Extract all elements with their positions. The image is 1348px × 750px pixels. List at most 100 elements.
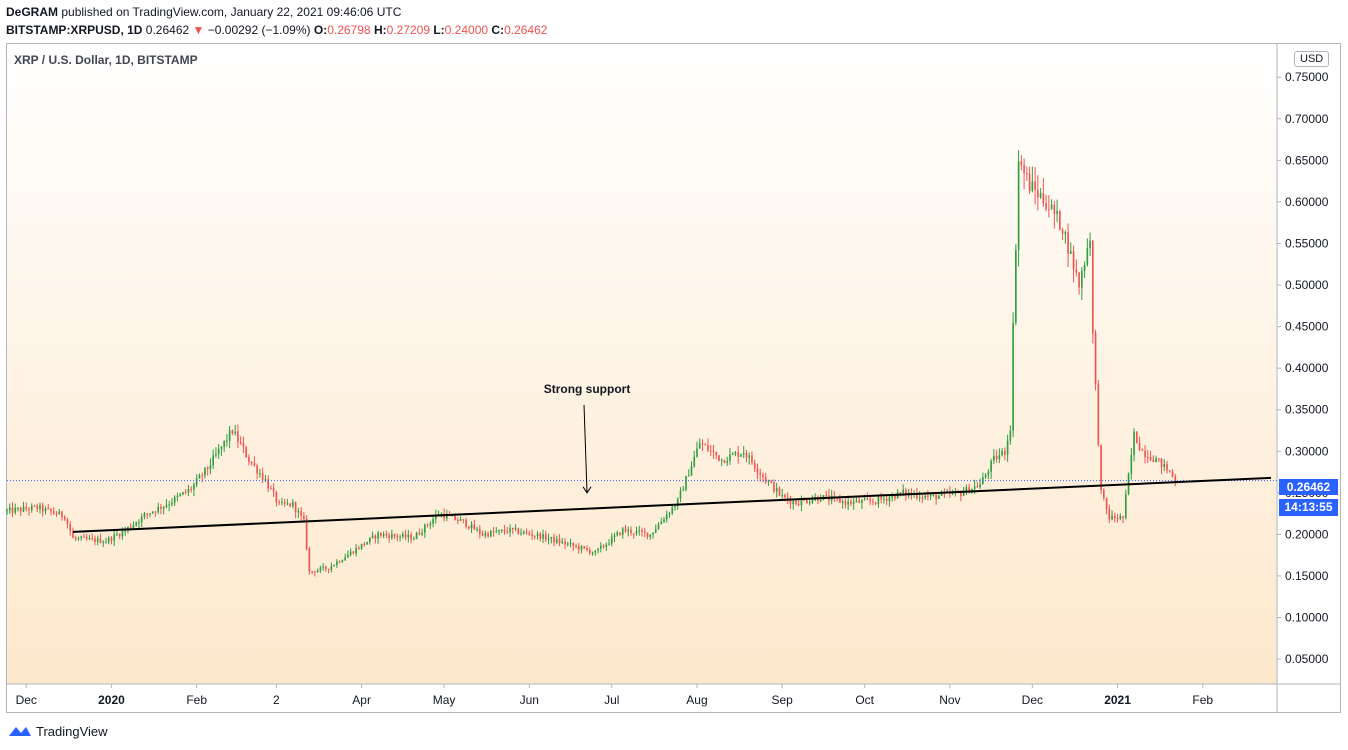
candle-body — [94, 538, 96, 542]
candle-body — [924, 495, 926, 498]
candle-body — [588, 549, 591, 554]
candle-body — [410, 534, 412, 540]
candle-body — [36, 505, 39, 510]
footer-brand[interactable]: TradingView — [8, 723, 108, 739]
low-value: 0.24000 — [444, 23, 489, 37]
x-tick-label: Jul — [604, 693, 619, 707]
candle-body — [58, 511, 61, 515]
candle-body — [624, 528, 627, 532]
candle-body — [157, 506, 160, 513]
candle-body — [778, 487, 781, 496]
x-tick-label: Apr — [352, 693, 371, 707]
candle-body — [723, 459, 726, 463]
annotation-arrow[interactable] — [583, 404, 588, 493]
candle-body — [687, 475, 690, 477]
candle-body — [564, 541, 566, 545]
candle-body — [1149, 457, 1152, 461]
candle-body — [149, 513, 151, 515]
candle-body — [916, 493, 918, 498]
candle-body — [852, 501, 855, 504]
candle-body — [237, 431, 239, 442]
candle-body — [407, 534, 410, 538]
candle-body — [1070, 251, 1072, 254]
candle-body — [1023, 165, 1025, 174]
candle-body — [1163, 464, 1166, 468]
y-tick-label: 0.35000 — [1285, 403, 1329, 417]
candle-body — [594, 550, 597, 553]
candle-body — [85, 537, 88, 539]
candle-body — [660, 521, 663, 525]
candle-body — [385, 534, 388, 536]
candle-body — [803, 499, 806, 501]
candle-body — [525, 531, 528, 533]
candle-body — [248, 457, 250, 462]
time-axis: Dec 2020 Feb 2 Apr May Jun Jul Aug Sep Oct Nov Dec 20… — [16, 684, 1213, 707]
candle-body — [866, 498, 869, 500]
candle-body — [558, 538, 561, 544]
x-tick-label: Oct — [855, 693, 874, 707]
candle-body — [767, 480, 770, 482]
candle-body — [110, 537, 113, 541]
candle-body — [204, 467, 206, 476]
candle-body — [374, 535, 377, 539]
x-tick-label: Feb — [186, 693, 207, 707]
candle-body — [1006, 440, 1009, 455]
candle-body — [693, 456, 696, 467]
candle-body — [800, 499, 803, 506]
candle-body — [154, 511, 157, 513]
candle-body — [863, 498, 866, 501]
price-change: −0.00292 (−1.09%) — [207, 23, 311, 37]
candle-body — [506, 531, 509, 533]
candle-body — [72, 531, 74, 538]
candle-body — [762, 474, 764, 478]
candle-body — [47, 508, 50, 510]
candle-body — [30, 505, 33, 511]
candle-body — [171, 502, 173, 505]
candle-body — [602, 545, 605, 547]
candle-body — [621, 528, 624, 535]
candle-body — [1089, 240, 1091, 249]
candle-body — [415, 533, 418, 539]
candle-body — [371, 535, 374, 538]
candle-body — [231, 430, 234, 434]
candle-body — [583, 546, 586, 549]
close-value: 0.26462 — [504, 23, 548, 37]
candle-body — [1102, 490, 1105, 498]
publisher-name[interactable]: DeGRAM — [6, 5, 59, 19]
candle-body — [751, 455, 753, 463]
currency-button[interactable]: USD — [1294, 51, 1330, 67]
candle-body — [531, 534, 533, 536]
candle-body — [467, 526, 470, 529]
candle-body — [500, 529, 503, 531]
candle-body — [91, 538, 94, 540]
candle-body — [429, 523, 432, 526]
brand-name: TradingView — [36, 723, 108, 739]
candle-body — [83, 536, 85, 538]
candle-body — [223, 440, 225, 447]
candle-body — [206, 467, 209, 469]
candle-body — [701, 443, 704, 445]
candle-body — [696, 448, 698, 457]
candle-body — [121, 530, 124, 537]
candle-body — [775, 487, 778, 492]
candle-body — [413, 538, 415, 540]
candle-body — [316, 570, 319, 573]
candle-body — [976, 486, 979, 488]
candle-body — [718, 455, 720, 461]
candle-body — [107, 537, 110, 543]
candle-body — [627, 529, 630, 532]
candle-body — [797, 504, 800, 506]
candle-body — [11, 507, 14, 513]
candle-body — [748, 455, 751, 458]
candle-body — [124, 530, 127, 532]
annotation-label[interactable]: Strong support — [544, 382, 631, 396]
candle-body — [1119, 516, 1122, 520]
y-tick-label: 0.45000 — [1285, 320, 1329, 334]
candle-body — [168, 504, 171, 506]
x-tick-label: Dec — [1022, 693, 1043, 707]
candle-body — [665, 514, 668, 520]
candle-body — [322, 566, 324, 568]
candle-body — [184, 492, 187, 494]
support-trendline[interactable] — [72, 476, 1272, 533]
